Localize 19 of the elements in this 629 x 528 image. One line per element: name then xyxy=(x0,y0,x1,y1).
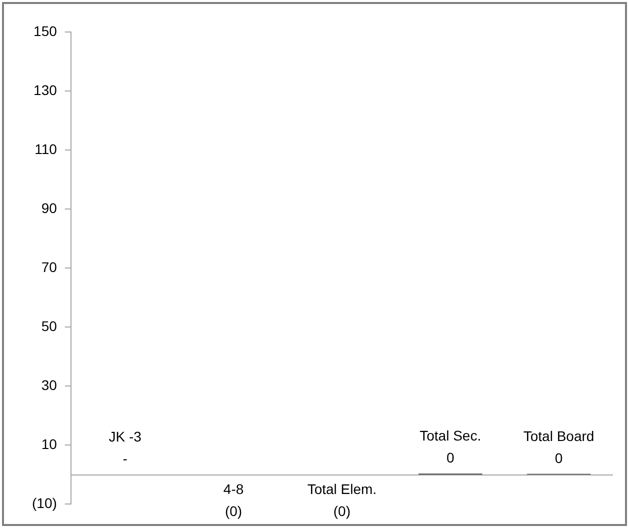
x-tick-label: JK -3 xyxy=(108,428,142,444)
y-tick-label: 150 xyxy=(34,22,58,39)
x-tick-label: Total Elem. xyxy=(307,481,377,498)
x-tick-label: Total Sec. xyxy=(420,427,482,444)
y-tick-label: 30 xyxy=(41,376,58,393)
y-tick-label: 110 xyxy=(34,140,58,157)
x-tick-label: Total Board xyxy=(523,428,594,444)
data-label: - xyxy=(122,450,128,466)
y-tick-label: 90 xyxy=(41,200,58,216)
data-label: 0 xyxy=(554,450,563,466)
data-label: (0) xyxy=(224,503,242,520)
y-tick-label: 130 xyxy=(34,82,58,98)
y-tick-label: 50 xyxy=(41,318,58,334)
data-label: (0) xyxy=(333,503,351,520)
y-tick-label: 70 xyxy=(41,258,58,275)
x-tick-label: 4-8 xyxy=(223,481,244,498)
data-label: 0 xyxy=(446,449,454,466)
y-tick-label: (10) xyxy=(32,494,57,511)
y-tick-label: 10 xyxy=(41,436,58,452)
